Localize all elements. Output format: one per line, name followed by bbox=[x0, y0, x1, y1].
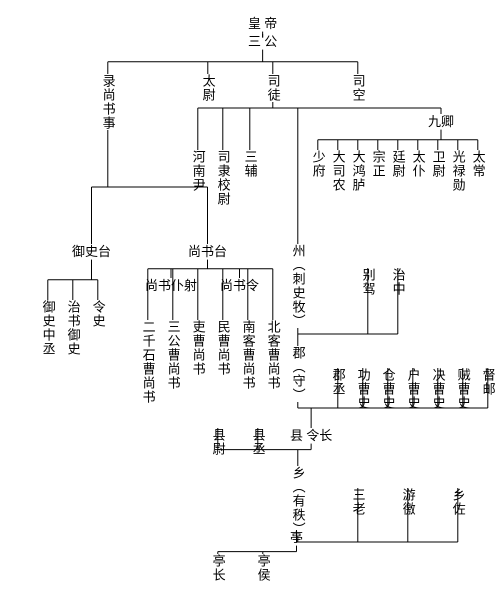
node-shaofu: 少府 bbox=[310, 150, 326, 178]
node-dahonglu: 大鸿胪 bbox=[350, 150, 366, 192]
node-cangcs: 仓曹史 bbox=[380, 368, 396, 410]
node-jun: 郡（守） bbox=[290, 346, 306, 402]
node-mincss: 民曹尚书 bbox=[215, 320, 231, 376]
node-tinghou: 亭侯 bbox=[255, 554, 271, 582]
node-xiangzuo: 乡佐 bbox=[450, 488, 466, 516]
node-yshizhongcheng: 御史中丞 bbox=[40, 300, 56, 356]
node-duyou: 督邮 bbox=[480, 368, 496, 396]
node-biejia: 别驾 bbox=[360, 268, 376, 296]
node-silixiaowei: 司隶校尉 bbox=[215, 150, 231, 206]
node-gongcs: 功曹史 bbox=[355, 368, 371, 410]
node-ssling: 尚书令 bbox=[220, 278, 259, 294]
node-guangluxun: 光禄勋 bbox=[450, 150, 466, 192]
node-sanfu: 三辅 bbox=[242, 150, 258, 178]
node-taiwei: 太尉 bbox=[200, 74, 216, 102]
node-lushangshu: 录尚书事 bbox=[100, 74, 116, 130]
node-zhizhong: 治中 bbox=[390, 268, 406, 296]
node-youjiao: 游徼 bbox=[400, 488, 416, 516]
node-sangong: 三 公 bbox=[248, 34, 277, 50]
node-eqscss: 二千石曹尚书 bbox=[140, 320, 156, 404]
node-juecs: 决曹史 bbox=[430, 368, 446, 410]
node-jiuqing: 九卿 bbox=[428, 114, 454, 130]
node-nkcss: 南客曹尚书 bbox=[240, 320, 256, 390]
node-ssbpy: 尚书仆射 bbox=[145, 278, 197, 294]
node-tingwei: 廷尉 bbox=[390, 150, 406, 178]
node-hucs: 户曹史 bbox=[405, 368, 421, 410]
node-shangshutai: 尚书台 bbox=[188, 244, 227, 260]
connector-lines bbox=[10, 10, 500, 579]
node-yushitai: 御史台 bbox=[72, 244, 111, 260]
node-emperor: 皇 帝 bbox=[248, 16, 277, 32]
node-ting: 亭 bbox=[290, 530, 303, 546]
node-tingzhang: 亭长 bbox=[210, 554, 226, 582]
node-licss: 吏曹尚书 bbox=[190, 320, 206, 376]
node-taichang: 太常 bbox=[470, 150, 486, 178]
node-xianwei: 县尉 bbox=[210, 428, 226, 456]
node-lingshi: 令史 bbox=[90, 300, 106, 328]
node-zhishuyushi: 治书御史 bbox=[65, 300, 81, 356]
node-juncheng: 郡丞 bbox=[330, 368, 346, 396]
node-zhou: 州（刺史牧） bbox=[290, 244, 306, 328]
node-zongzheng: 宗正 bbox=[370, 150, 386, 178]
org-chart: 皇 帝三 公录尚书事太尉司徒司空九卿河南尹司隶校尉三辅少府大司农大鸿胪宗正廷尉太… bbox=[10, 10, 500, 579]
node-weiwei: 卫尉 bbox=[430, 150, 446, 178]
node-taipu: 太仆 bbox=[410, 150, 426, 178]
node-sikong: 司空 bbox=[350, 74, 366, 102]
node-xiancheng: 县丞 bbox=[250, 428, 266, 456]
node-xian: 县 令长 bbox=[290, 428, 332, 444]
node-situ: 司徒 bbox=[265, 74, 281, 102]
node-henanyin: 河南尹 bbox=[190, 150, 206, 192]
node-xiang: 乡（有秩） bbox=[290, 466, 306, 536]
node-bkcss: 北客曹尚书 bbox=[265, 320, 281, 390]
node-dasinong: 大司农 bbox=[330, 150, 346, 192]
node-sgcss: 三公曹尚书 bbox=[165, 320, 181, 390]
node-sanlao: 三老 bbox=[350, 488, 366, 516]
node-zeics: 贼曹史 bbox=[455, 368, 471, 410]
